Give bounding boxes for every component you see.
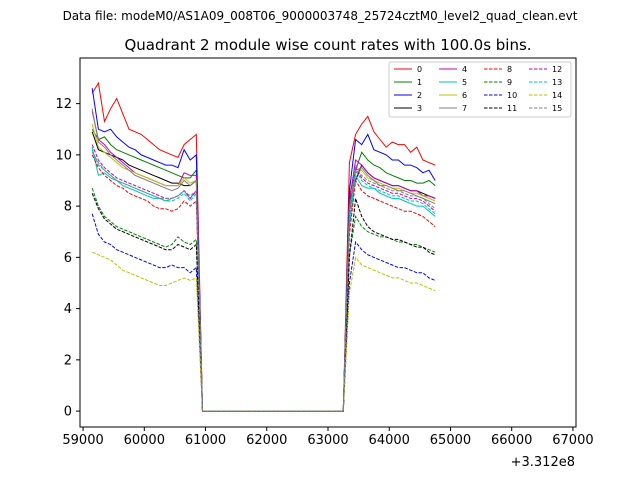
legend-label-9: 9 <box>507 78 512 87</box>
legend-label-13: 13 <box>552 78 562 87</box>
legend-label-5: 5 <box>462 78 467 87</box>
legend-label-0: 0 <box>417 65 422 74</box>
x-tick-label: 62000 <box>246 433 287 448</box>
x-tick-label: 66000 <box>491 433 532 448</box>
y-tick-label: 2 <box>64 353 72 368</box>
chart-title: Quadrant 2 module wise count rates with … <box>124 36 531 54</box>
y-tick-label: 12 <box>55 97 72 112</box>
x-tick-label: 64000 <box>369 433 410 448</box>
y-tick-label: 8 <box>64 200 72 215</box>
y-tick-label: 0 <box>64 405 72 420</box>
series-line-11 <box>91 193 436 412</box>
axes-layer: 59000 60000 61000 62000 63000 64000 65000 66000… <box>55 57 594 448</box>
legend-label-8: 8 <box>507 65 512 74</box>
x-tick-label: 63000 <box>307 433 348 448</box>
legend-label-6: 6 <box>462 91 467 100</box>
series-line-15 <box>91 152 436 412</box>
y-tick-label: 6 <box>64 251 72 266</box>
x-tick-label: 59000 <box>62 433 103 448</box>
series-line-0 <box>91 81 436 412</box>
series-line-6 <box>91 123 436 412</box>
series-line-10 <box>91 213 436 412</box>
legend-label-14: 14 <box>552 91 562 100</box>
legend-label-7: 7 <box>462 104 467 113</box>
y-tick-label: 4 <box>64 302 72 317</box>
y-tick-label: 10 <box>55 148 72 163</box>
legend-label-15: 15 <box>552 104 562 113</box>
legend-label-4: 4 <box>462 65 467 74</box>
chart-suptitle: Data file: modeM0/AS1A09_008T06_90000037… <box>63 9 578 23</box>
x-tick-label: 61000 <box>185 433 226 448</box>
legend-label-12: 12 <box>552 65 562 74</box>
legend-label-3: 3 <box>417 104 422 113</box>
series-line-14 <box>92 251 436 412</box>
legend-label-2: 2 <box>417 91 422 100</box>
series-line-9 <box>91 188 436 412</box>
series-line-8 <box>91 154 436 412</box>
x-tick-label: 67000 <box>552 433 593 448</box>
legend-label-11: 11 <box>507 104 517 113</box>
legend-label-1: 1 <box>417 78 422 87</box>
legend-label-10: 10 <box>507 91 517 100</box>
x-tick-label: 60000 <box>124 433 165 448</box>
x-tick-label: 65000 <box>430 433 471 448</box>
series-layer <box>91 81 436 412</box>
x-axis-offset-label: +3.312e8 <box>511 455 575 470</box>
legend-box <box>388 61 572 118</box>
series-line-3 <box>91 131 436 412</box>
